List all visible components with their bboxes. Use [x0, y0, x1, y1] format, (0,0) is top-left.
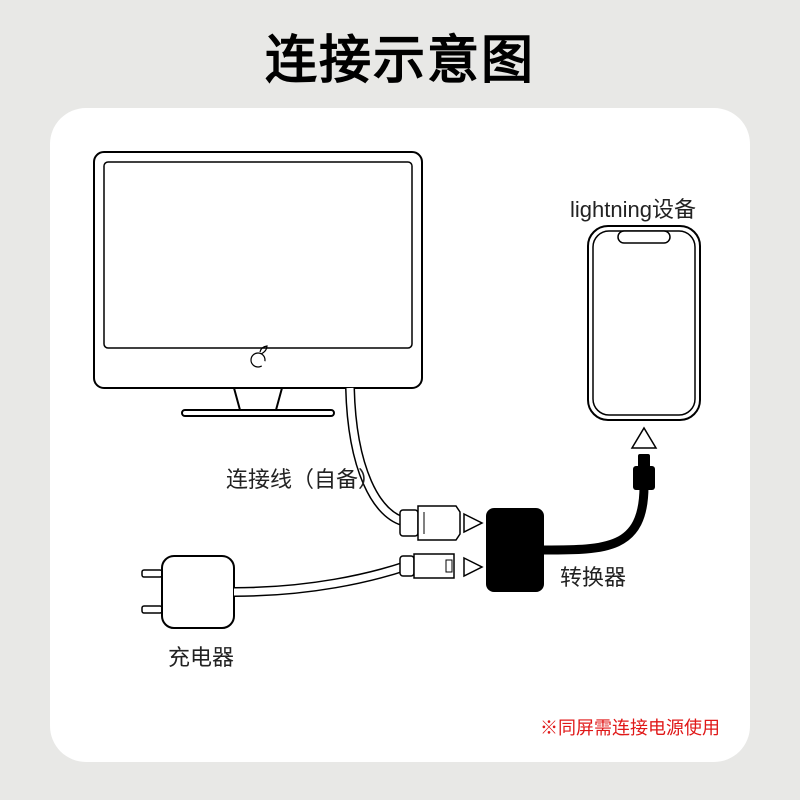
usb-plug-icon [400, 554, 454, 578]
label-lightning-device: lightning设备 [570, 192, 696, 224]
label-adapter: 转换器 [560, 560, 626, 592]
footnote: ※同屏需连接电源使用 [540, 714, 720, 740]
diagram-card: lightning设备 连接线（自备） 转换器 充电器 ※同屏需连接电源使用 [50, 108, 750, 762]
charger-icon [142, 556, 234, 628]
cable-charger [234, 566, 406, 592]
adapter-icon [486, 508, 544, 592]
arrow-hdmi-icon [464, 514, 482, 532]
cable-adapter [544, 486, 644, 550]
page-title: 连接示意图 [0, 0, 800, 93]
hdmi-plug-icon [400, 506, 460, 540]
lightning-plug-icon [633, 454, 655, 490]
phone-icon [588, 226, 700, 420]
diagram-stage: lightning设备 连接线（自备） 转换器 充电器 ※同屏需连接电源使用 [50, 108, 750, 762]
label-charger: 充电器 [168, 640, 234, 672]
arrow-phone-icon [632, 428, 656, 448]
label-cable: 连接线（自备） [226, 462, 380, 494]
cable-monitor [350, 388, 406, 522]
monitor-icon [94, 152, 422, 416]
arrow-usb-icon [464, 558, 482, 576]
